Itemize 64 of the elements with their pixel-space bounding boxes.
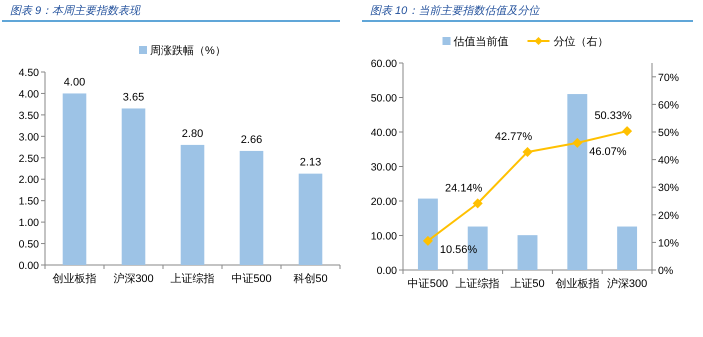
x-tick-label: 上证综指 xyxy=(170,272,214,285)
point xyxy=(622,126,632,136)
data-label: 46.07% xyxy=(589,146,627,158)
x-tick-label: 上证综指 xyxy=(456,277,500,290)
x-tick-label: 创业板指 xyxy=(52,272,96,285)
y2-tick-label: 20% xyxy=(658,210,680,222)
bar xyxy=(122,108,146,265)
data-label: 2.66 xyxy=(240,134,262,146)
bar xyxy=(617,226,638,270)
point xyxy=(422,236,433,246)
y2-tick-label: 50% xyxy=(658,127,680,139)
data-label: 42.77% xyxy=(494,130,532,143)
bar xyxy=(298,174,322,265)
data-label: 10.56% xyxy=(440,244,478,256)
y2-tick-label: 40% xyxy=(658,154,680,167)
y-tick-label: 30.00 xyxy=(370,162,398,174)
x-tick-label: 中证500 xyxy=(231,272,272,285)
y-tick-label: 4.00 xyxy=(18,88,40,100)
chart-title: 图表 9：本周主要指数表现 xyxy=(10,4,142,17)
y-tick-label: 1.00 xyxy=(18,217,40,230)
bar xyxy=(418,198,438,270)
data-label: 2.80 xyxy=(182,128,204,140)
legend-label: 分位（右） xyxy=(554,36,608,48)
bar xyxy=(180,144,204,265)
point xyxy=(522,146,532,157)
y-tick-label: 60.00 xyxy=(370,58,398,70)
x-tick-label: 沪深300 xyxy=(113,272,154,285)
x-tick-label: 中证500 xyxy=(408,277,448,290)
y-tick-label: 3.00 xyxy=(18,131,40,144)
bar xyxy=(62,93,86,265)
x-tick-label: 科创50 xyxy=(293,273,328,285)
legend-label: 估值当前值 xyxy=(454,36,508,48)
y-tick-label: 20.00 xyxy=(370,196,398,208)
bar xyxy=(240,150,264,265)
y-tick-label: 10.00 xyxy=(370,230,398,242)
y-tick-label: 40.00 xyxy=(370,127,398,139)
data-label: 2.13 xyxy=(300,156,322,169)
data-label: 24.14% xyxy=(445,182,483,194)
x-tick-label: 创业板指 xyxy=(555,277,600,290)
y-tick-label: 0.00 xyxy=(18,260,40,272)
point xyxy=(472,198,483,208)
data-label: 50.33% xyxy=(594,110,632,122)
y2-tick-label: 0% xyxy=(658,265,674,277)
x-tick-label: 上证50 xyxy=(510,277,545,290)
y2-tick-label: 30% xyxy=(658,182,680,194)
legend-label: 周涨跌幅（%） xyxy=(150,45,226,57)
bar xyxy=(518,235,538,270)
bar xyxy=(567,94,588,270)
y-tick-label: 3.50 xyxy=(18,110,40,122)
y-tick-label: 2.50 xyxy=(18,152,40,165)
y-tick-label: 50.00 xyxy=(370,92,398,104)
y2-tick-label: 60% xyxy=(658,99,680,112)
y-tick-label: 0.00 xyxy=(376,265,398,277)
data-label: 4.00 xyxy=(64,76,86,88)
point xyxy=(572,138,582,148)
y-tick-label: 4.50 xyxy=(18,67,40,79)
y-tick-label: 1.50 xyxy=(18,196,40,208)
data-label: 3.65 xyxy=(122,91,144,104)
y2-tick-label: 70% xyxy=(658,72,680,84)
y-tick-label: 0.50 xyxy=(18,238,40,251)
chart-title: 图表 10：当前主要指数估值及分位 xyxy=(370,4,540,17)
y2-tick-label: 10% xyxy=(658,237,680,250)
y-tick-label: 2.00 xyxy=(18,174,40,186)
x-tick-label: 沪深300 xyxy=(606,277,648,290)
